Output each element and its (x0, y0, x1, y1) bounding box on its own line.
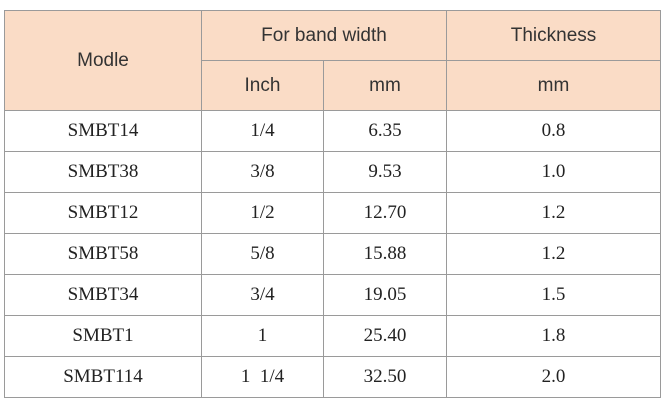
table-row: SMBT34 3/4 19.05 1.5 (4, 274, 661, 316)
table-row: SMBT1 1 25.40 1.8 (4, 315, 661, 357)
header-cell: Inch (201, 60, 324, 111)
table-cell: 1 1/4 (201, 356, 324, 398)
table-cell: SMBT38 (4, 151, 202, 193)
table-cell: 6.35 (323, 110, 447, 152)
table-cell: 9.53 (323, 151, 447, 193)
spec-table: Modle For band width Thickness Inch mm m… (4, 10, 661, 398)
table-header: Modle For band width Thickness Inch mm m… (4, 10, 661, 111)
table-body: SMBT14 1/4 6.35 0.8 SMBT38 3/8 9.53 1.0 SMBT12 1/… (4, 110, 661, 398)
table-cell: 2.0 (446, 356, 661, 398)
table-cell: SMBT12 (4, 192, 202, 234)
header-cell: mm (446, 60, 661, 111)
table-cell: SMBT14 (4, 110, 202, 152)
table-cell: 3/8 (201, 151, 324, 193)
table-row: SMBT58 5/8 15.88 1.2 (4, 233, 661, 275)
table-row: SMBT38 3/8 9.53 1.0 (4, 151, 661, 193)
table-cell: SMBT1 (4, 315, 202, 357)
header-cell: mm (323, 60, 447, 111)
table-cell: 5/8 (201, 233, 324, 275)
table-cell: 1.2 (446, 192, 661, 234)
table-cell: 32.50 (323, 356, 447, 398)
table-cell: 3/4 (201, 274, 324, 316)
table-cell: SMBT34 (4, 274, 202, 316)
table-cell: 15.88 (323, 233, 447, 275)
header-cell: Thickness (446, 10, 661, 61)
table-cell: 1/2 (201, 192, 324, 234)
table-cell: 1.0 (446, 151, 661, 193)
table-row: SMBT14 1/4 6.35 0.8 (4, 110, 661, 152)
table-cell: SMBT58 (4, 233, 202, 275)
header-cell: For band width (201, 10, 447, 61)
table-cell: 1.2 (446, 233, 661, 275)
table-row: SMBT114 1 1/4 32.50 2.0 (4, 356, 661, 398)
table-cell: SMBT114 (4, 356, 202, 398)
table-cell: 25.40 (323, 315, 447, 357)
table-cell: 19.05 (323, 274, 447, 316)
table-cell: 1 (201, 315, 324, 357)
table-cell: 12.70 (323, 192, 447, 234)
table-cell: 1.5 (446, 274, 661, 316)
header-cell: Modle (4, 10, 202, 111)
table-cell: 1.8 (446, 315, 661, 357)
table-cell: 1/4 (201, 110, 324, 152)
table-cell: 0.8 (446, 110, 661, 152)
table-row: SMBT12 1/2 12.70 1.2 (4, 192, 661, 234)
